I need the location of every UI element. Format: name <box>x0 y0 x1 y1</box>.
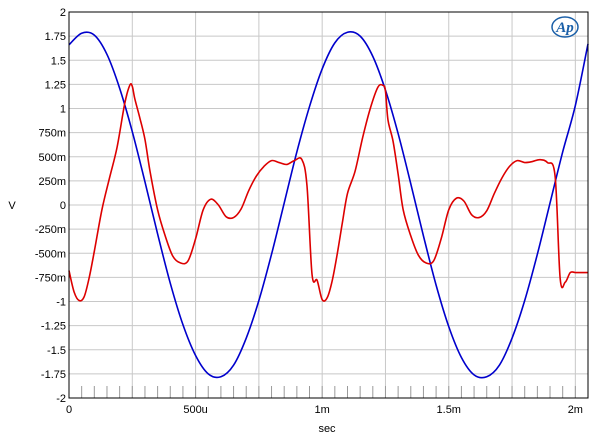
sine-wave-line <box>68 31 589 379</box>
x-tick-label: 0 <box>66 404 72 416</box>
y-tick-label: -1.5 <box>47 345 66 357</box>
ap-logo: Ap <box>551 16 579 38</box>
y-tick-label: 750m <box>38 128 66 140</box>
y-tick-label: 2 <box>60 7 66 19</box>
y-tick-label: -1.75 <box>41 369 66 381</box>
y-tick-label: 0 <box>60 200 66 212</box>
y-tick-label: -500m <box>35 248 66 260</box>
y-tick-label: -2 <box>56 393 66 405</box>
distortion-residual-line <box>68 82 588 302</box>
x-tick-label: 500u <box>183 404 207 416</box>
x-axis-label: sec <box>318 423 336 435</box>
ap-logo-text: Ap <box>555 20 574 36</box>
y-axis-label: V <box>8 200 16 212</box>
y-tick-label: 1 <box>60 104 66 116</box>
y-tick-label: 1.75 <box>45 31 66 43</box>
ap-logo-swoosh-icon <box>551 16 579 38</box>
y-tick-label: 500m <box>38 152 66 164</box>
plot-frame <box>68 11 589 399</box>
y-tick-label: 250m <box>38 176 66 188</box>
y-tick-label: 1.25 <box>45 79 66 91</box>
x-tick-labels: 0 500u 1m 1.5m 2m <box>66 404 583 416</box>
y-tick-labels: 2 1.75 1.5 1.25 1 750m 500m 250m 0 -250m -500m -750… <box>35 7 66 405</box>
y-tick-label: -250m <box>35 224 66 236</box>
y-tick-label: -750m <box>35 272 66 284</box>
grid <box>68 11 588 399</box>
y-tick-label: 1.5 <box>51 55 66 67</box>
y-tick-label: -1.25 <box>41 321 66 333</box>
x-tick-label: 1.5m <box>437 404 461 416</box>
series-layer <box>68 31 589 379</box>
x-tick-label: 2m <box>568 404 583 416</box>
x-tick-label: 1m <box>315 404 330 416</box>
y-tick-label: -1 <box>56 297 66 309</box>
